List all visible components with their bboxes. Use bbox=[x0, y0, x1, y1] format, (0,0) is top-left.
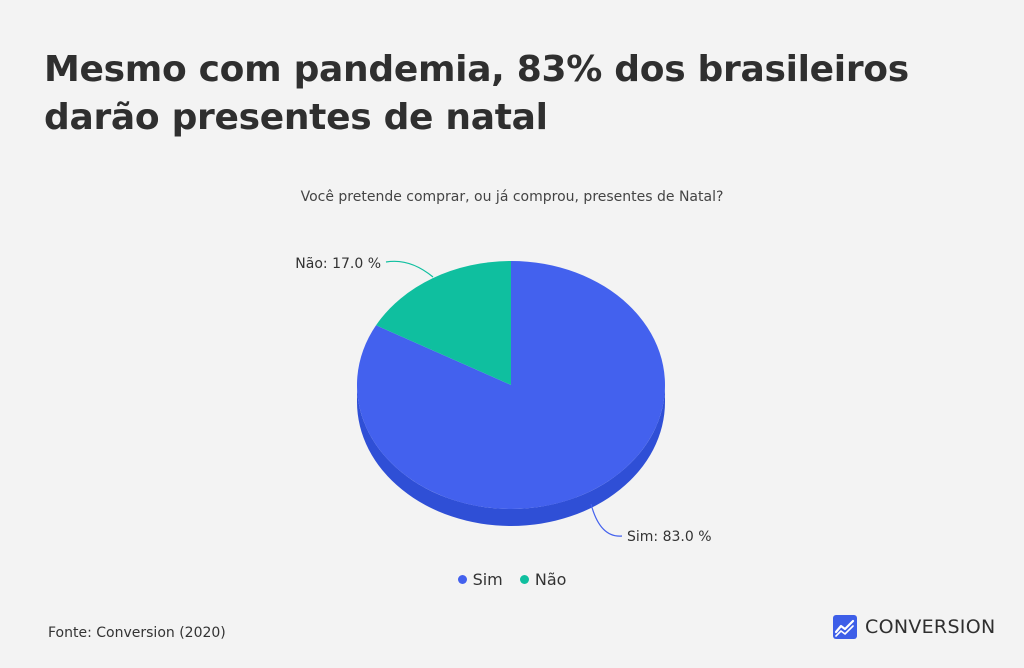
legend-label-sim: Sim bbox=[472, 570, 503, 589]
pie-slice-nao bbox=[376, 261, 511, 385]
pie-slice-sim bbox=[357, 261, 666, 509]
legend-marker-nao bbox=[519, 575, 529, 584]
source-note: Fonte: Conversion (2020) bbox=[48, 625, 226, 641]
trend-chart-icon bbox=[833, 615, 857, 639]
leader-line-1 bbox=[385, 260, 434, 278]
data-label-0: Sim: 83.0 % bbox=[627, 529, 712, 545]
legend-marker-sim bbox=[457, 575, 467, 584]
chart-title: Você pretende comprar, ou já comprou, pr… bbox=[300, 189, 724, 205]
headline: Mesmo com pandemia, 83% dos brasileiros … bbox=[44, 49, 909, 138]
legend-label-nao: Não bbox=[534, 570, 567, 589]
leader-line-0 bbox=[590, 503, 623, 537]
brand-logo: CONVERSION bbox=[832, 614, 995, 640]
legend-item-sim: Sim bbox=[457, 570, 503, 589]
data-label-1: Não: 17.0 % bbox=[295, 256, 381, 272]
chart-legend: Sim Não bbox=[0, 570, 1024, 589]
brand-name: CONVERSION bbox=[865, 616, 996, 638]
legend-item-nao: Não bbox=[519, 570, 567, 589]
